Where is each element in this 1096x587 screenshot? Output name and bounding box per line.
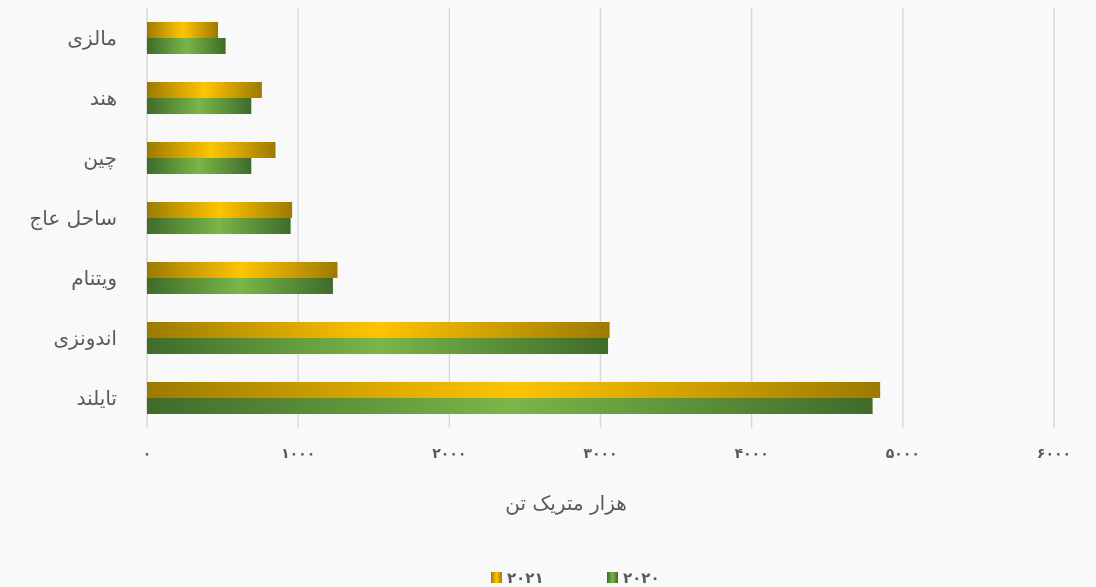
bar-series-2021 [147, 262, 338, 278]
category-label: ویتنام [71, 266, 117, 290]
bar-series-2021 [147, 142, 276, 158]
category-label: هند [90, 86, 117, 110]
x-tick-label: ۰ [143, 446, 152, 462]
bar-series-2020 [147, 398, 873, 414]
legend: ۲۰۲۱ ۲۰۲۰ [491, 569, 660, 587]
bar-series-2020 [147, 278, 333, 294]
gridlines [146, 8, 1055, 428]
x-tick-label: ۲۰۰۰ [432, 446, 466, 462]
category-label: اندونزی [53, 326, 117, 350]
bar-series-2021 [147, 382, 881, 398]
category-label: مالزی [67, 26, 117, 50]
x-tick-label: ۳۰۰۰ [583, 446, 617, 462]
category-label: تایلند [77, 386, 117, 410]
bar-series-2020 [147, 338, 609, 354]
bar-series-2021 [147, 82, 262, 98]
legend-swatch [491, 572, 502, 583]
bar-series-2021 [147, 22, 219, 38]
bar-series-2020 [147, 158, 252, 174]
x-tick-label: ۱۰۰۰ [281, 446, 315, 462]
bars [147, 22, 881, 414]
x-tick-labels: ۰ ۱۰۰۰ ۲۰۰۰ ۳۰۰۰ ۴۰۰۰ ۵۰۰۰ ۶۰۰۰ [143, 446, 1071, 462]
bar-series-2020 [147, 38, 226, 54]
bar-series-2020 [147, 98, 252, 114]
legend-label: ۲۰۲۱ [507, 569, 544, 587]
x-tick-label: ۴۰۰۰ [735, 446, 769, 462]
category-label: چین [83, 146, 117, 170]
bar-series-2021 [147, 202, 293, 218]
bar-series-2021 [147, 322, 610, 338]
x-tick-label: ۶۰۰۰ [1037, 446, 1071, 462]
bar-series-2020 [147, 218, 291, 234]
legend-swatch [607, 572, 618, 583]
category-labels: مالزی هند چین ساحل عاج ویتنام اندونزی تایلند [29, 26, 117, 410]
x-axis-title: هزار متریک تن [505, 491, 627, 515]
category-label: ساحل عاج [29, 206, 117, 230]
x-tick-label: ۵۰۰۰ [886, 446, 920, 462]
legend-label: ۲۰۲۰ [623, 569, 660, 587]
